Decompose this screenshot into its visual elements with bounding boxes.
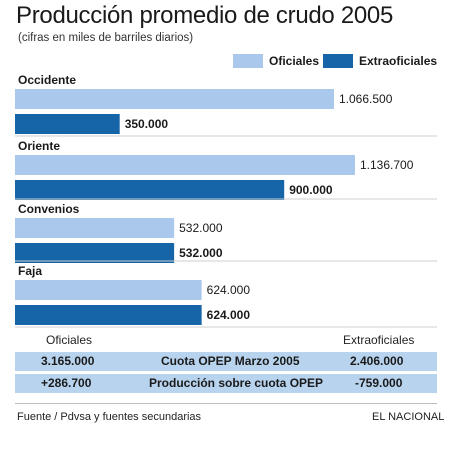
footer-brand: EL NACIONAL	[372, 411, 445, 423]
summary-cuota-oficiales: 3.165.000	[41, 354, 95, 368]
bar-extraoficiales-faja	[15, 305, 202, 325]
value-label-extraoficiales-occidente: 350.000	[125, 117, 169, 131]
value-label-oficiales-occidente: 1.066.500	[339, 92, 393, 106]
bar-chart: Occidente 1.066.500 350.000 Oriente 1.136.70…	[15, 73, 437, 328]
category-label-oriente: Oriente	[18, 139, 60, 153]
summary-cuota-extraoficiales: 2.406.000	[350, 354, 404, 368]
legend-label-extraoficiales: Extraoficiales	[359, 54, 438, 68]
value-label-oficiales-faja: 624.000	[207, 283, 251, 297]
bar-extraoficiales-oriente	[15, 180, 285, 200]
value-label-extraoficiales-faja: 624.000	[207, 308, 251, 322]
bar-oficiales-faja	[15, 280, 202, 300]
footer-divider	[15, 403, 437, 404]
summary-row-sobre-cuota: +286.700 Producción sobre cuota OPEP -75…	[15, 374, 437, 393]
summary-header-extraoficiales: Extraoficiales	[343, 333, 415, 347]
bar-oficiales-occidente	[15, 89, 335, 109]
legend-label-oficiales: Oficiales	[269, 54, 320, 68]
category-label-convenios: Convenios	[18, 202, 80, 216]
legend-swatch-oficiales	[233, 54, 263, 68]
value-label-extraoficiales-oriente: 900.000	[289, 183, 333, 197]
bar-extraoficiales-occidente	[15, 114, 120, 134]
summary-sobre-label: Producción sobre cuota OPEP	[149, 376, 324, 390]
bar-extraoficiales-convenios	[15, 243, 175, 263]
summary-sobre-oficiales: +286.700	[41, 376, 92, 390]
footer-source: Fuente / Pdvsa y fuentes secundarias	[17, 411, 202, 423]
value-label-extraoficiales-convenios: 532.000	[179, 246, 223, 260]
category-label-occidente: Occidente	[18, 73, 76, 87]
bar-oficiales-convenios	[15, 218, 175, 238]
summary-header-oficiales: Oficiales	[46, 333, 93, 347]
category-label-faja: Faja	[18, 264, 42, 278]
bar-oficiales-oriente	[15, 155, 355, 175]
summary-cuota-label: Cuota OPEP Marzo 2005	[161, 354, 300, 368]
legend: Oficiales Extraoficiales	[233, 54, 443, 70]
chart-subtitle: (cifras en miles de barriles diarios)	[18, 32, 194, 44]
value-label-oficiales-oriente: 1.136.700	[360, 158, 414, 172]
value-label-oficiales-convenios: 532.000	[179, 221, 223, 235]
legend-swatch-extraoficiales	[323, 54, 353, 68]
chart-title: Producción promedio de crudo 2005	[16, 2, 394, 29]
summary-sobre-extraoficiales: -759.000	[355, 376, 403, 390]
summary-row-cuota: 3.165.000 Cuota OPEP Marzo 2005 2.406.00…	[15, 352, 437, 371]
